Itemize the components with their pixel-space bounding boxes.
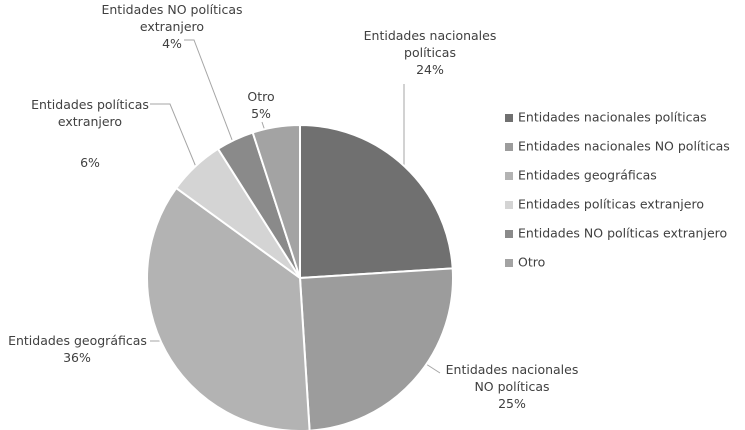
legend-swatch [505,201,513,209]
legend-label: Entidades nacionales políticas [518,110,707,125]
data-label-name: Entidades NO políticas extranjero [101,2,243,34]
pie-slice [298,267,454,430]
data-label-value: 36% [63,350,91,365]
data-label-name: Entidades nacionales políticas [363,28,497,60]
legend-label: Entidades políticas extranjero [518,197,704,212]
data-label-name: Entidades políticas extranjero [31,97,149,129]
pie-slice [251,123,301,279]
leader-line [184,39,235,146]
legend-swatch [505,172,513,180]
pie-slice [299,123,454,280]
data-label-value: 25% [498,396,526,411]
leader-line [150,103,197,168]
data-label-name: Entidades nacionales NO políticas [445,362,579,394]
legend-label: Entidades NO políticas extranjero [518,226,727,241]
legend-swatch [505,230,513,238]
data-label-value: 6% [80,155,100,170]
legend-label: Entidades nacionales NO políticas [518,139,730,154]
data-label-value: 4% [162,36,182,51]
legend-label: Entidades geográficas [518,168,657,183]
pie-slice [146,186,311,430]
data-label-name: Entidades geográficas [8,333,147,348]
data-label-value: 24% [416,62,444,77]
data-label-name: Otro [247,89,275,104]
legend-swatch [505,143,513,151]
data-label-value: 5% [251,106,271,121]
legend-swatch [505,259,513,267]
legend-swatch [505,114,513,122]
legend-label: Otro [518,255,545,270]
